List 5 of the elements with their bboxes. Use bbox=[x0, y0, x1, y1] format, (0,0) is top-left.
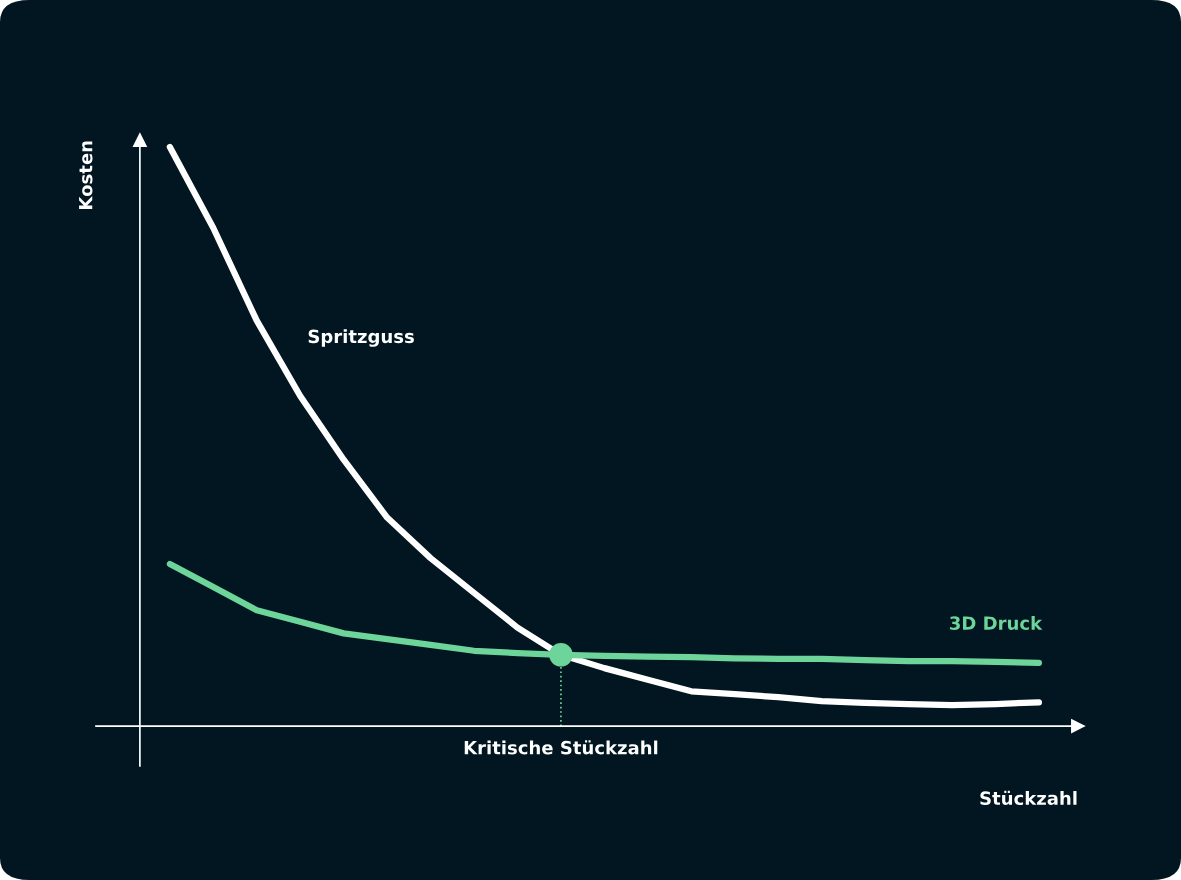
x-axis-title: Stückzahl bbox=[980, 790, 1077, 806]
series-label: 3D Druck bbox=[950, 615, 1043, 630]
y-axis-title: Kosten bbox=[79, 141, 93, 209]
text: Kritische Stückzahl bbox=[464, 740, 658, 755]
series-label: Spritzguss bbox=[308, 329, 414, 347]
